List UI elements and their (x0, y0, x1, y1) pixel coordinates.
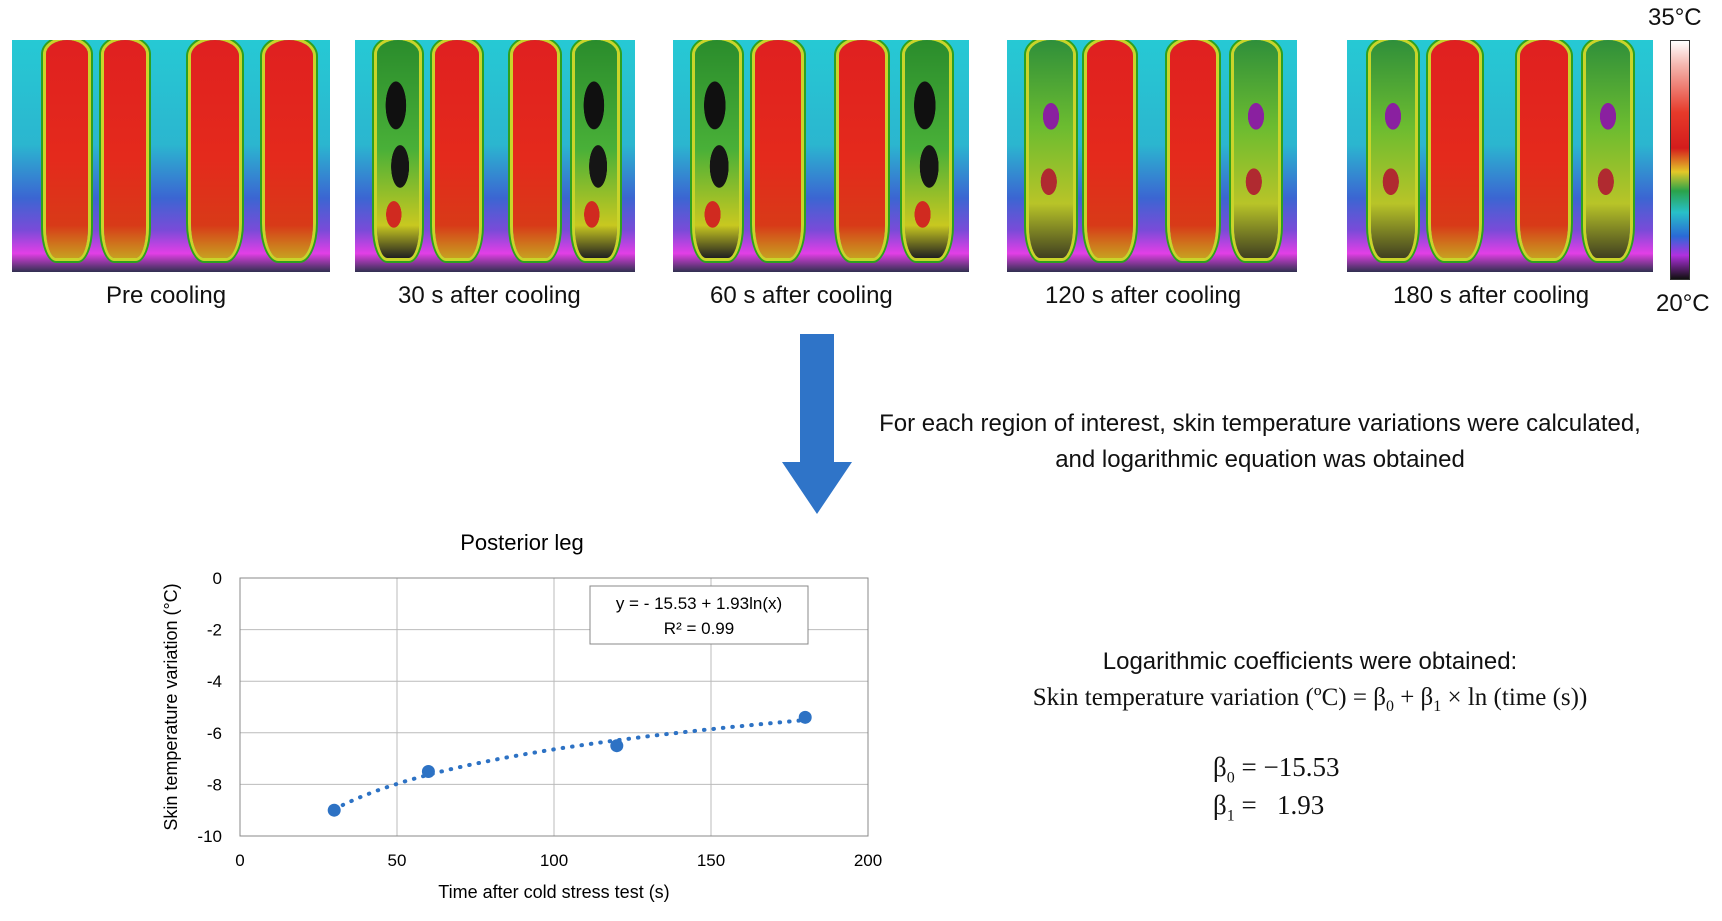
coefficients-title: Logarithmic coefficients were obtained: (1102, 648, 1518, 675)
beta0-sub: 0 (1226, 769, 1235, 787)
equation-box (589, 585, 809, 645)
equation-sub0: 0 (1385, 698, 1394, 715)
down-arrow-icon (782, 334, 852, 514)
equation-suffix: × ln (time (s)) (1441, 684, 1588, 711)
chart-title: Posterior leg (460, 530, 584, 555)
description-text: For each region of interest, skin temper… (879, 410, 1641, 473)
caption-180s: 180 s after cooling (1393, 282, 1590, 309)
x-tick-label: 50 (388, 851, 407, 870)
equation-sub1: 1 (1433, 698, 1442, 715)
x-tick-label: 100 (540, 851, 568, 870)
thermal-panel-60s (673, 40, 969, 272)
data-point (327, 803, 341, 817)
trendline (332, 718, 808, 812)
y-tick-label: -8 (207, 775, 222, 794)
beta1-line: β1 = 1.93 (1213, 790, 1324, 825)
caption-pre: Pre cooling (106, 282, 227, 309)
temperature-colorbar (1670, 40, 1690, 280)
plot-area-border (239, 577, 869, 837)
x-axis-label: Time after cold stress test (s) (438, 882, 669, 902)
y-tick-label: 0 (213, 569, 222, 588)
equation-mid: + β (1393, 684, 1434, 711)
x-tick-label: 0 (235, 851, 244, 870)
data-point (421, 765, 435, 778)
caption-60s: 60 s after cooling (710, 282, 893, 309)
beta1-value: = 1.93 (1234, 790, 1325, 820)
caption-120s: 120 s after cooling (1045, 282, 1242, 309)
thermal-panel-30s (355, 40, 635, 272)
caption-30s: 30 s after cooling (398, 282, 581, 309)
data-point (798, 710, 812, 724)
colorbar-max-label: 35°C (1648, 4, 1702, 31)
beta0-value: = −15.53 (1234, 752, 1340, 782)
data-point (610, 739, 624, 753)
thermal-panel-pre (12, 40, 330, 272)
posterior-leg-chart: Posterior leg 0 50 100 150 200 0-2-4-6-8-10 … (161, 530, 882, 902)
x-tick-labels: 0 50 100 150 200 (235, 851, 882, 870)
thermal-panel-120s (1007, 40, 1297, 272)
equation-line2: R² = 0.99 (664, 619, 734, 638)
beta1-sub: 1 (1226, 807, 1235, 825)
equation-prefix: Skin temperature variation (ºC) = β (1032, 684, 1386, 711)
beta0-line: β0 = −15.53 (1213, 752, 1339, 787)
data-points (327, 710, 812, 817)
coefficients-equation: Skin temperature variation (ºC) = β0 + β… (900, 684, 1720, 716)
y-tick-label: -6 (207, 724, 222, 743)
y-axis-label: Skin temperature variation (°C) (161, 583, 181, 830)
x-tick-label: 150 (697, 851, 725, 870)
beta1-symbol: β (1213, 790, 1227, 820)
y-tick-labels: 0 -2 -4 -6 -8 -10 (197, 569, 222, 846)
equation-line1: y = - 15.53 + 1.93ln(x) (616, 594, 782, 613)
thermal-panel-180s (1347, 40, 1653, 272)
y-tick-label: -10 (197, 827, 222, 846)
colorbar-min-label: 20°C (1656, 290, 1710, 317)
beta0-symbol: β (1213, 752, 1227, 782)
y-tick-label: -2 (207, 621, 222, 640)
x-tick-label: 200 (854, 851, 882, 870)
y-tick-label: -4 (207, 672, 222, 691)
